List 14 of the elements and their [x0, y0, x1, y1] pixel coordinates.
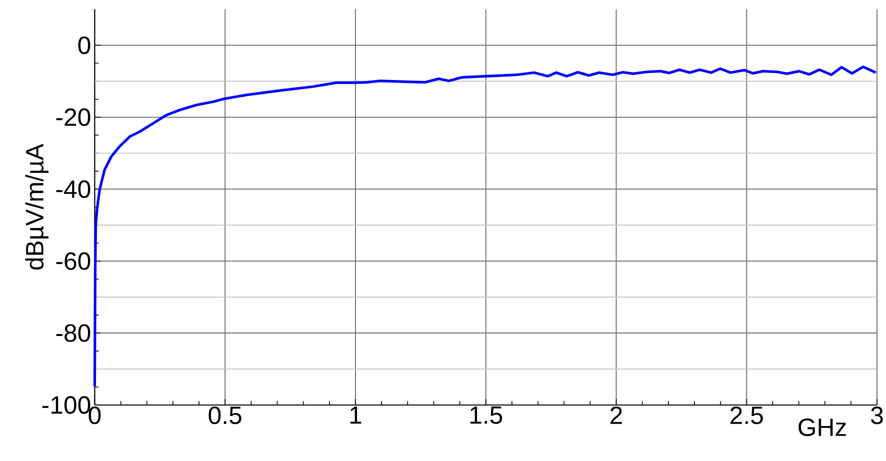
y-tick-label: -80 — [56, 324, 90, 342]
x-tick-label: 1 — [350, 406, 362, 424]
y-tick-label: -20 — [56, 108, 90, 126]
x-tick-label: 2 — [610, 406, 622, 424]
x-tick-label: 2.5 — [730, 406, 763, 424]
x-tick-label: 0.5 — [208, 406, 242, 424]
x-tick-label: 1.5 — [470, 406, 502, 424]
y-tick-label: -100 — [42, 396, 90, 414]
y-tick-label: -40 — [56, 180, 90, 198]
y-axis-title: dBµV/m/µA — [25, 144, 48, 270]
y-tick-label: 0 — [78, 36, 90, 54]
x-axis-title: GHz — [798, 418, 846, 436]
y-tick-label: -60 — [56, 252, 90, 270]
x-tick-label: 3 — [871, 406, 883, 424]
